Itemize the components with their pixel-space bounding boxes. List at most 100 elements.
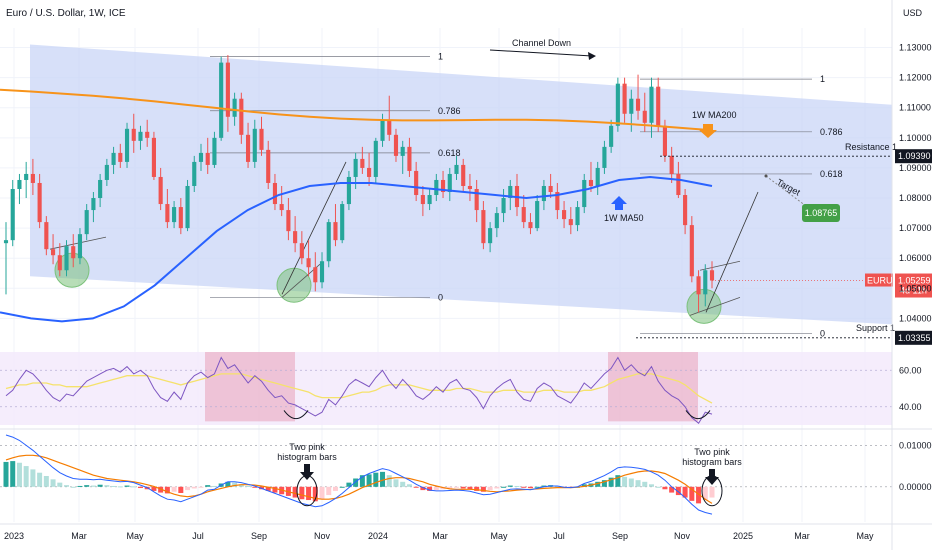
candle-body: [501, 198, 506, 214]
macd-histogram-bar: [124, 485, 130, 487]
price-tick-label: 1.11000: [899, 103, 931, 113]
candle-body: [252, 128, 257, 162]
price-badge: [895, 273, 932, 298]
macd-histogram-bar: [622, 476, 628, 487]
candle-body: [709, 270, 715, 281]
candle-body: [111, 152, 116, 165]
pink-histogram-circle: [701, 475, 723, 507]
price-tick-label: 1.04000: [899, 313, 932, 323]
candle-body: [333, 222, 338, 241]
macd-histogram-bar: [655, 486, 661, 488]
symbol-badge: [865, 273, 893, 287]
rsi-bottom-arc: [283, 410, 309, 420]
time-tick-label: Nov: [674, 531, 691, 541]
channel-down-label: Channel Down: [512, 38, 571, 48]
candle-body: [192, 161, 197, 186]
resistance-label: Resistance 1: [845, 142, 897, 152]
macd-histogram-bar: [299, 486, 305, 500]
macd-histogram-bar: [702, 486, 708, 501]
macd-histogram-bar: [595, 481, 601, 487]
candle-body: [178, 207, 183, 229]
macd-histogram-bar: [420, 486, 426, 491]
pink-histogram-label: Two pink: [289, 442, 325, 452]
candle-body: [346, 176, 351, 205]
candle-body: [582, 179, 587, 208]
macd-histogram-bar: [642, 481, 648, 487]
macd-histogram-bar: [601, 480, 607, 487]
macd-histogram-bar: [57, 482, 63, 487]
candle-body: [461, 164, 466, 186]
macd-histogram-bar: [178, 486, 184, 493]
macd-histogram-bar: [628, 478, 634, 487]
price-tick-label: 1.09000: [899, 163, 932, 173]
candle-body: [400, 146, 405, 156]
candle-body: [703, 270, 708, 295]
candles[interactable]: [3, 55, 715, 313]
target-badge: [802, 204, 840, 222]
candle-body: [609, 125, 614, 147]
candle-body: [30, 173, 35, 183]
arrow-right-icon: [588, 52, 596, 60]
macd-histogram-bar: [635, 480, 641, 487]
candle-body: [434, 179, 439, 196]
macd-histogram-bar: [514, 485, 520, 487]
macd-histogram-bar: [16, 462, 22, 487]
candle-body: [185, 185, 190, 229]
candle-body: [239, 98, 244, 135]
candle-body: [568, 219, 573, 226]
rsi-pink-zone: [205, 352, 295, 422]
macd-histogram-bar: [10, 461, 16, 487]
channel-arrow: [489, 49, 593, 57]
macd-histogram-bar: [252, 486, 258, 488]
price-tick-label: 1.10000: [899, 133, 932, 143]
fib-label: 1: [820, 74, 825, 84]
macd-histogram-bar: [359, 475, 365, 487]
fib-label: 0.618: [438, 148, 461, 158]
price-tick-label: 1.06000: [899, 253, 932, 263]
candle-body: [669, 155, 674, 174]
candle-body: [24, 173, 29, 180]
price-tick-label: 1.08000: [899, 193, 932, 203]
macd-histogram-bar: [339, 486, 345, 488]
macd-histogram-bar: [366, 474, 372, 487]
macd-histogram-bar: [696, 486, 702, 504]
candle-body: [37, 182, 42, 223]
macd-histogram-bar: [709, 486, 715, 498]
macd-histogram-bar: [117, 486, 123, 488]
price-tick-label: 1.13000: [899, 43, 932, 53]
time-tick-label: May: [126, 531, 144, 541]
fib-label: 0.786: [820, 127, 843, 137]
fib-label: 0.786: [438, 106, 461, 116]
candle-body: [104, 164, 109, 180]
candle-body: [595, 167, 600, 186]
candle-body: [447, 173, 452, 193]
time-tick-label: Jul: [192, 531, 204, 541]
candle-body: [440, 179, 446, 193]
candle-body: [676, 173, 681, 196]
candle-body: [602, 146, 607, 168]
arrow-down-icon: [699, 124, 717, 138]
macd-histogram-bar: [474, 486, 480, 491]
candle-body: [165, 204, 170, 223]
arrow-down-icon: [705, 469, 719, 485]
candle-body: [414, 170, 419, 196]
macd-histogram-bar: [413, 486, 419, 488]
pink-histogram-label: Two pink: [694, 447, 730, 457]
candle-body: [642, 110, 647, 123]
macd-histogram-bar: [615, 475, 621, 487]
macd-histogram-bar: [527, 486, 533, 489]
candle-body: [528, 222, 533, 229]
macd-histogram-bar: [648, 484, 654, 487]
candle-body: [118, 152, 123, 162]
candle-body: [158, 176, 163, 205]
candle-body: [266, 149, 271, 183]
time-tick-label: May: [490, 531, 508, 541]
pattern-line: [699, 260, 741, 271]
macd-histogram-bar: [689, 486, 695, 501]
macd-histogram-bar: [406, 484, 412, 487]
macd-histogram-bar: [50, 479, 56, 487]
candle-body: [64, 246, 69, 271]
candle-body: [548, 185, 553, 193]
time-tick-label: Mar: [71, 531, 87, 541]
